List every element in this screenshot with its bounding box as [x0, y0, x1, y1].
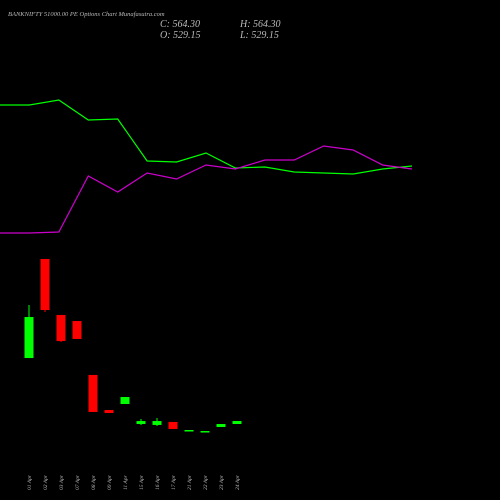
x-tick-label: 21 Apr	[187, 474, 193, 490]
chart-title: BANKNIFTY 51000.00 PE Options Chart Muna…	[8, 11, 165, 18]
candle-body	[152, 421, 162, 425]
candle-body	[88, 374, 98, 412]
candle-body	[216, 424, 226, 428]
x-tick-label: 11 Apr	[123, 475, 129, 490]
x-tick-label: 03 Apr	[59, 474, 65, 490]
candle-body	[72, 321, 82, 339]
x-tick-label: 23 Apr	[219, 474, 225, 490]
x-tick-label: 16 Apr	[155, 474, 161, 490]
candle-body	[168, 421, 178, 429]
candle-body	[120, 397, 130, 405]
x-tick-label: 15 Apr	[139, 474, 145, 490]
candle-body	[232, 421, 242, 425]
candle-body	[24, 317, 34, 359]
candle-body	[104, 410, 114, 413]
x-tick-label: 02 Apr	[43, 474, 49, 490]
indicator-line	[0, 145, 413, 234]
indicator-line	[0, 99, 413, 175]
candle-body	[200, 431, 210, 433]
candle-body	[40, 258, 50, 310]
x-tick-label: 22 Apr	[203, 474, 209, 490]
ohlc-close: C: 564.30	[160, 19, 200, 30]
x-tick-label: 08 Apr	[91, 474, 97, 490]
candle-body	[56, 314, 66, 342]
x-tick-label: 24 Apr	[234, 474, 241, 490]
x-tick-label: 01 Apr	[27, 474, 33, 490]
x-tick-label: 09 Apr	[107, 474, 113, 490]
ohlc-high: H: 564.30	[239, 19, 281, 30]
ohlc-open: O: 529.15	[160, 30, 201, 41]
candle-body	[136, 421, 146, 425]
x-tick-label: 17 Apr	[171, 474, 177, 490]
candle-body	[184, 430, 194, 432]
x-tick-label: 07 Apr	[75, 474, 81, 490]
ohlc-low: L: 529.15	[239, 30, 279, 41]
